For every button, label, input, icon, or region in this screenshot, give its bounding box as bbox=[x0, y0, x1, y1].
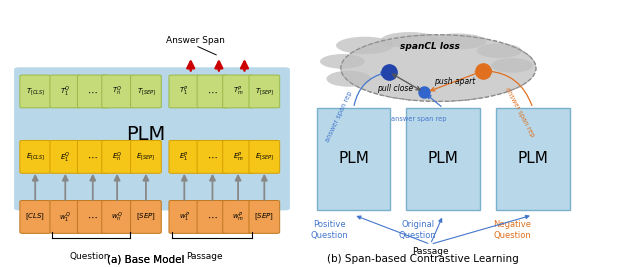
Ellipse shape bbox=[492, 58, 532, 73]
FancyBboxPatch shape bbox=[20, 75, 51, 108]
FancyBboxPatch shape bbox=[169, 140, 200, 173]
FancyBboxPatch shape bbox=[50, 140, 81, 173]
Text: Passage: Passage bbox=[186, 252, 223, 261]
FancyBboxPatch shape bbox=[14, 67, 290, 210]
Text: $T_1^P$: $T_1^P$ bbox=[179, 85, 189, 98]
Text: $\cdots$: $\cdots$ bbox=[207, 212, 218, 222]
FancyBboxPatch shape bbox=[496, 108, 570, 210]
FancyBboxPatch shape bbox=[20, 140, 51, 173]
Text: push apart: push apart bbox=[434, 77, 475, 86]
Ellipse shape bbox=[336, 37, 394, 54]
FancyBboxPatch shape bbox=[169, 201, 200, 233]
FancyBboxPatch shape bbox=[197, 201, 228, 233]
Text: $T_m^P$: $T_m^P$ bbox=[233, 85, 243, 98]
FancyBboxPatch shape bbox=[77, 75, 108, 108]
Text: $[CLS]$: $[CLS]$ bbox=[25, 212, 45, 222]
Text: answer span rep: answer span rep bbox=[504, 86, 535, 138]
Ellipse shape bbox=[477, 43, 522, 58]
Ellipse shape bbox=[381, 32, 438, 48]
FancyBboxPatch shape bbox=[77, 201, 108, 233]
FancyBboxPatch shape bbox=[50, 201, 81, 233]
Text: $T_1^Q$: $T_1^Q$ bbox=[60, 85, 70, 98]
FancyBboxPatch shape bbox=[406, 108, 480, 210]
Text: Answer Span: Answer Span bbox=[166, 36, 225, 45]
Text: PLM: PLM bbox=[126, 125, 166, 144]
FancyBboxPatch shape bbox=[197, 140, 228, 173]
Text: Original
Question: Original Question bbox=[399, 220, 436, 240]
Text: $w_n^Q$: $w_n^Q$ bbox=[111, 210, 123, 223]
Text: $w_1^Q$: $w_1^Q$ bbox=[60, 210, 71, 224]
FancyBboxPatch shape bbox=[223, 75, 253, 108]
Text: $\cdots$: $\cdots$ bbox=[207, 87, 218, 96]
Text: $\cdots$: $\cdots$ bbox=[207, 152, 218, 162]
Ellipse shape bbox=[326, 71, 371, 87]
Text: $[SEP]$: $[SEP]$ bbox=[254, 212, 275, 222]
FancyBboxPatch shape bbox=[249, 140, 280, 173]
FancyBboxPatch shape bbox=[102, 140, 132, 173]
Text: $E_1^Q$: $E_1^Q$ bbox=[60, 150, 70, 164]
Text: $T_n^Q$: $T_n^Q$ bbox=[112, 85, 122, 98]
Ellipse shape bbox=[429, 33, 486, 49]
Text: answer span rep: answer span rep bbox=[324, 90, 354, 143]
FancyBboxPatch shape bbox=[317, 108, 390, 210]
FancyBboxPatch shape bbox=[197, 75, 228, 108]
Text: answer span rep: answer span rep bbox=[392, 116, 447, 122]
Text: Positive
Question: Positive Question bbox=[311, 220, 348, 240]
FancyBboxPatch shape bbox=[102, 201, 132, 233]
Text: $w_m^P$: $w_m^P$ bbox=[232, 210, 244, 223]
FancyBboxPatch shape bbox=[249, 75, 280, 108]
FancyBboxPatch shape bbox=[169, 75, 200, 108]
Text: $T_{[CLS]}$: $T_{[CLS]}$ bbox=[26, 86, 45, 97]
FancyBboxPatch shape bbox=[223, 140, 253, 173]
FancyBboxPatch shape bbox=[102, 75, 132, 108]
FancyBboxPatch shape bbox=[20, 201, 51, 233]
Text: PLM: PLM bbox=[517, 151, 548, 166]
FancyBboxPatch shape bbox=[249, 201, 280, 233]
Text: $E_{[CLS]}$: $E_{[CLS]}$ bbox=[26, 152, 45, 162]
Text: PLM: PLM bbox=[338, 151, 369, 166]
FancyBboxPatch shape bbox=[223, 201, 253, 233]
FancyBboxPatch shape bbox=[131, 75, 161, 108]
FancyBboxPatch shape bbox=[77, 140, 108, 173]
Text: spanCL loss: spanCL loss bbox=[400, 42, 460, 51]
FancyBboxPatch shape bbox=[50, 75, 81, 108]
Text: PLM: PLM bbox=[428, 151, 459, 166]
Ellipse shape bbox=[341, 35, 536, 101]
Text: (a) Base Model: (a) Base Model bbox=[107, 254, 185, 264]
Text: $E_{[SEP]}$: $E_{[SEP]}$ bbox=[136, 152, 156, 162]
Text: $E_m^P$: $E_m^P$ bbox=[233, 150, 243, 163]
FancyBboxPatch shape bbox=[131, 140, 161, 173]
Text: $E_1^P$: $E_1^P$ bbox=[179, 150, 189, 163]
Text: $E_n^Q$: $E_n^Q$ bbox=[112, 150, 122, 163]
Text: Question: Question bbox=[69, 252, 110, 261]
Text: Negative
Question: Negative Question bbox=[493, 220, 531, 240]
Text: pull close: pull close bbox=[378, 84, 413, 93]
Text: $[SEP]$: $[SEP]$ bbox=[136, 212, 156, 222]
Text: (b) Span-based Contrastive Learning: (b) Span-based Contrastive Learning bbox=[326, 254, 518, 264]
FancyBboxPatch shape bbox=[131, 201, 161, 233]
Text: Passage: Passage bbox=[412, 247, 449, 256]
Text: $w_1^P$: $w_1^P$ bbox=[179, 210, 190, 223]
Text: $T_{[SEP]}$: $T_{[SEP]}$ bbox=[255, 86, 274, 97]
Text: $E_{[SEP]}$: $E_{[SEP]}$ bbox=[255, 152, 274, 162]
Text: $\cdots$: $\cdots$ bbox=[88, 152, 98, 162]
Ellipse shape bbox=[320, 54, 365, 69]
Text: $T_{[SEP]}$: $T_{[SEP]}$ bbox=[136, 86, 156, 97]
Text: $\cdots$: $\cdots$ bbox=[88, 87, 98, 96]
Text: $\cdots$: $\cdots$ bbox=[88, 212, 98, 222]
Text: (a) Base Model: (a) Base Model bbox=[107, 254, 185, 264]
